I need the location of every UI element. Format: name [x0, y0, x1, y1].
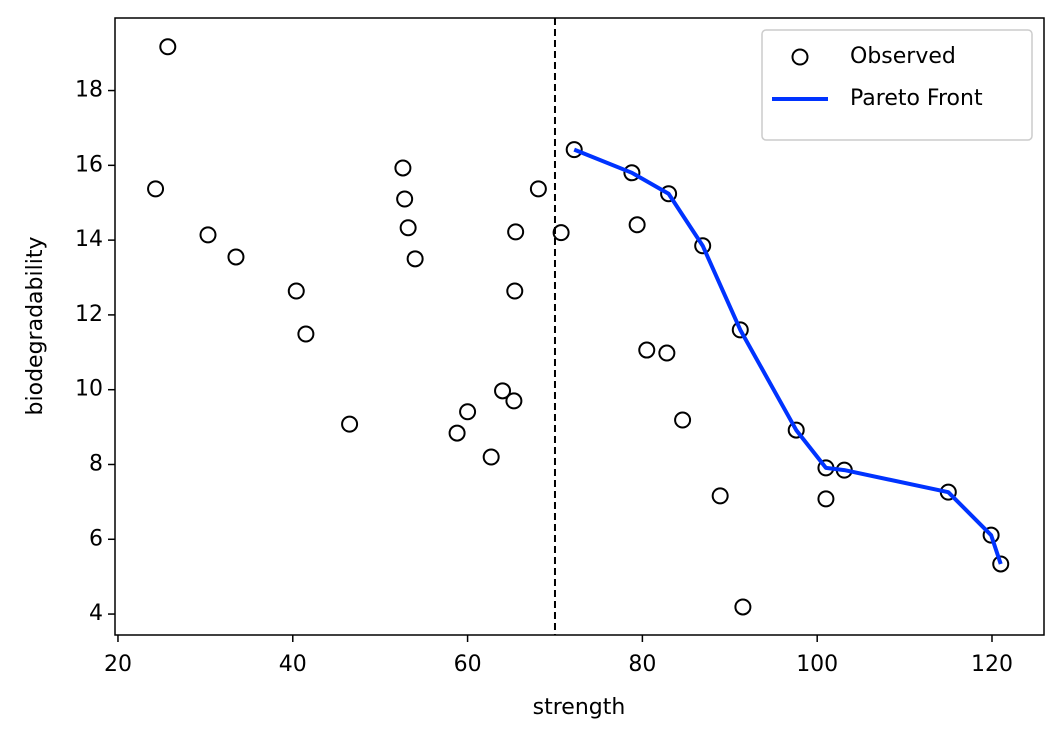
point [660, 185, 678, 203]
legend-marker [791, 48, 809, 66]
point [297, 325, 315, 343]
y-tick-label: 18 [75, 78, 103, 103]
point [565, 141, 583, 159]
point [817, 490, 835, 508]
point [674, 411, 692, 429]
plot-frame [114, 17, 1045, 636]
point [227, 248, 245, 266]
point [406, 250, 424, 268]
legend-box [761, 29, 1033, 141]
line [573, 147, 1003, 565]
y-tick-label: 4 [89, 601, 103, 626]
point [482, 448, 500, 466]
point [341, 415, 359, 433]
x-tick-label: 40 [279, 652, 307, 677]
x-tick-label: 120 [971, 652, 1013, 677]
point [147, 180, 165, 198]
y-axis-label: biodegradability [23, 237, 48, 416]
point [507, 223, 525, 241]
x-tick-label: 60 [454, 652, 482, 677]
point [399, 219, 417, 237]
y-tick-label: 16 [75, 152, 103, 177]
x-tick-label: 80 [628, 652, 656, 677]
x-tick-label: 20 [104, 652, 132, 677]
x-tick-label: 100 [796, 652, 838, 677]
point [396, 190, 414, 208]
legend-label: Pareto Front [850, 86, 983, 111]
legend-label: Observed [850, 44, 956, 69]
y-tick-label: 10 [75, 377, 103, 402]
point [623, 164, 641, 182]
point [787, 421, 805, 439]
point [506, 282, 524, 300]
y-tick-label: 12 [75, 302, 103, 327]
point [552, 224, 570, 242]
point [394, 159, 412, 177]
point [448, 424, 466, 442]
y-tick-label: 14 [75, 227, 103, 252]
point [711, 487, 729, 505]
point [529, 180, 547, 198]
point [694, 237, 712, 255]
y-tick-label: 6 [89, 526, 103, 551]
point [494, 382, 512, 400]
point [159, 38, 177, 56]
point [734, 598, 752, 616]
point [638, 341, 656, 359]
point [992, 555, 1010, 573]
point [628, 216, 646, 234]
x-axis-label: strength [533, 695, 626, 720]
point [287, 282, 305, 300]
y-tick-label: 8 [89, 451, 103, 476]
point [199, 226, 217, 244]
point [658, 344, 676, 362]
point [505, 392, 523, 410]
point [731, 321, 749, 339]
point [459, 403, 477, 421]
point [982, 526, 1000, 544]
